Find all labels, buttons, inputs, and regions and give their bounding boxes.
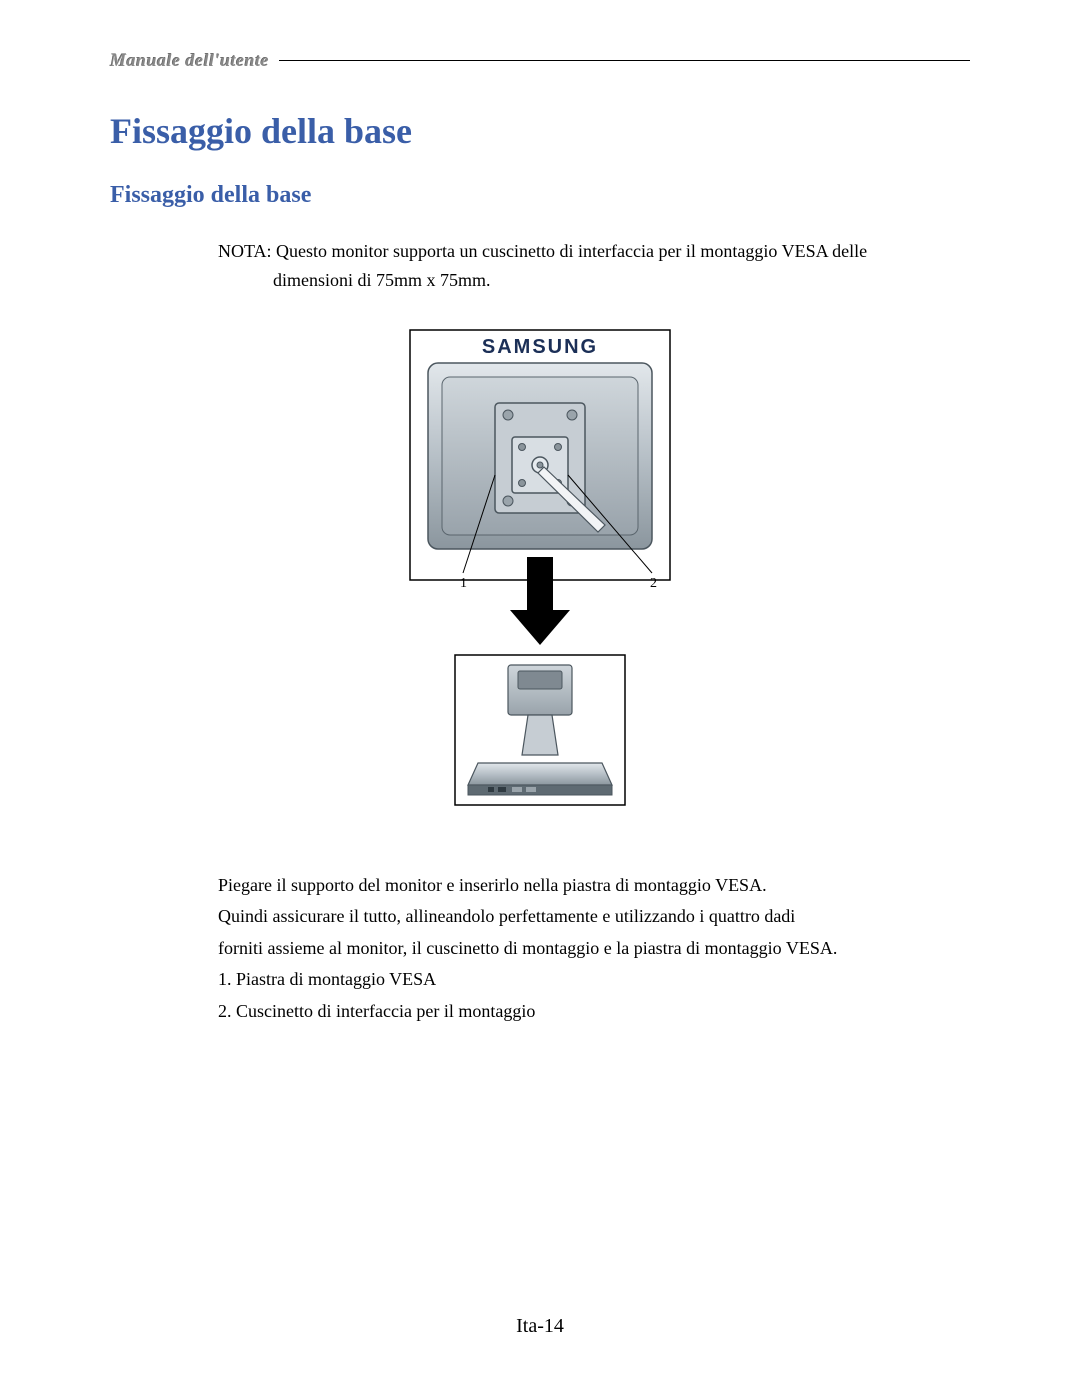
monitor-figure: SAMSUNG — [400, 325, 680, 830]
monitor-diagram-svg: SAMSUNG — [400, 325, 680, 825]
note-line-2: dimensioni di 75mm x 75mm. — [218, 266, 960, 295]
callout-2: 2 — [650, 576, 657, 591]
body-li2: 2. Cuscinetto di interfaccia per il mont… — [218, 996, 960, 1028]
note-line-1: NOTA: Questo monitor supporta un cuscine… — [218, 241, 867, 261]
note-text: NOTA: Questo monitor supporta un cuscine… — [218, 237, 960, 295]
body-li1: 1. Piastra di montaggio VESA — [218, 964, 960, 996]
callout-1: 1 — [460, 576, 467, 591]
page-title: Fissaggio della base — [110, 110, 970, 152]
body-p2: Quindi assicurare il tutto, allineandolo… — [218, 901, 960, 933]
header-label: Manuale dell'utente — [110, 50, 279, 71]
body-p1: Piegare il supporto del monitor e inseri… — [218, 870, 960, 902]
manual-page: Manuale dell'utente Fissaggio della base… — [0, 0, 1080, 1378]
body-text: Piegare il supporto del monitor e inseri… — [218, 870, 960, 1028]
body-p3: forniti assieme al monitor, il cuscinett… — [218, 933, 960, 965]
brand-logo: SAMSUNG — [482, 336, 598, 358]
header: Manuale dell'utente — [110, 50, 970, 70]
section-subtitle: Fissaggio della base — [110, 182, 970, 209]
figure-container: SAMSUNG — [110, 325, 970, 830]
page-number: Ita-14 — [0, 1315, 1080, 1338]
